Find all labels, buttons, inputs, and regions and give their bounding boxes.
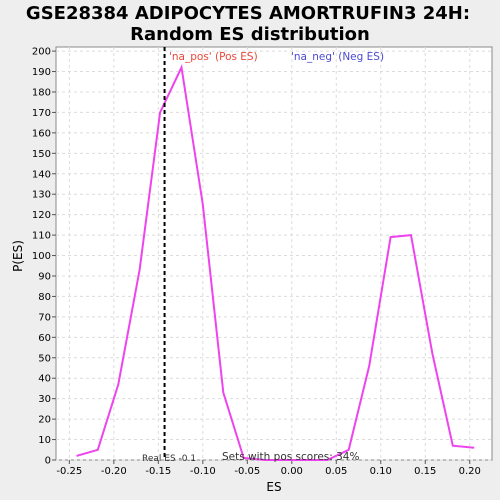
- y-tick-label: 120: [32, 210, 51, 221]
- x-tick-label: 0.20: [459, 466, 481, 477]
- x-tick-label: -0.05: [234, 466, 260, 477]
- y-tick-label: 70: [38, 312, 51, 323]
- x-tick-label: 0.10: [370, 466, 392, 477]
- y-tick-label: 140: [32, 169, 51, 180]
- chart-title-line2: Random ES distribution: [130, 24, 370, 45]
- x-axis-label: ES: [266, 480, 281, 494]
- y-tick-label: 170: [32, 108, 51, 119]
- es-distribution-line: [76, 64, 475, 461]
- y-axis-label: P(ES): [11, 240, 25, 272]
- chart-title-line1: GSE28384 ADIPOCYTES AMORTRUFIN3 24H:: [26, 3, 470, 24]
- grid: [56, 47, 492, 461]
- x-tick-label: 0.15: [414, 466, 436, 477]
- y-tick-label: 80: [38, 292, 51, 303]
- y-tick-label: 10: [38, 435, 51, 446]
- x-tick-label: 0.00: [281, 466, 303, 477]
- x-axis-ticks: -0.25 -0.20 -0.15 -0.10 -0.05 0.00 0.05 0.10 0.1…: [56, 460, 481, 477]
- x-tick-label: -0.15: [145, 466, 171, 477]
- legend-pos-label: 'na_pos' (Pos ES): [169, 51, 258, 63]
- y-tick-label: 20: [38, 415, 51, 426]
- y-tick-label: 190: [32, 67, 51, 78]
- plot-area: [55, 46, 493, 461]
- y-tick-label: 110: [32, 231, 51, 242]
- x-tick-label: 0.05: [325, 466, 347, 477]
- y-tick-label: 180: [32, 87, 51, 98]
- y-tick-label: 100: [32, 251, 51, 262]
- y-tick-label: 130: [32, 190, 51, 201]
- y-tick-label: 30: [38, 394, 51, 405]
- y-tick-label: 0: [45, 456, 51, 467]
- x-tick-label: -0.20: [101, 466, 127, 477]
- y-tick-label: 40: [38, 374, 51, 385]
- y-tick-label: 50: [38, 353, 51, 364]
- y-axis-ticks: 0 10 20 30 40 50 60 70 80 90 100 110 120 130 140 150 160…: [32, 47, 56, 467]
- pos-scores-annotation: Sets with pos scores: 34%: [222, 451, 359, 463]
- real-es-label: Real ES -0.1: [142, 454, 196, 464]
- y-tick-label: 200: [32, 47, 51, 58]
- x-tick-label: -0.25: [56, 466, 82, 477]
- y-tick-label: 150: [32, 149, 51, 160]
- y-tick-label: 60: [38, 333, 51, 344]
- legend-neg-label: 'na_neg' (Neg ES): [291, 51, 384, 63]
- x-tick-label: -0.10: [190, 466, 216, 477]
- y-tick-label: 90: [38, 271, 51, 282]
- y-tick-label: 160: [32, 128, 51, 139]
